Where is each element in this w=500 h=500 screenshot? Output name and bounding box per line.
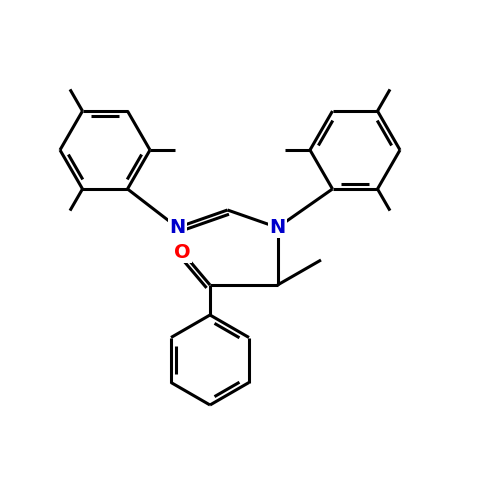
Text: O: O	[174, 243, 191, 262]
Text: N: N	[270, 218, 285, 237]
Text: N: N	[170, 218, 186, 237]
